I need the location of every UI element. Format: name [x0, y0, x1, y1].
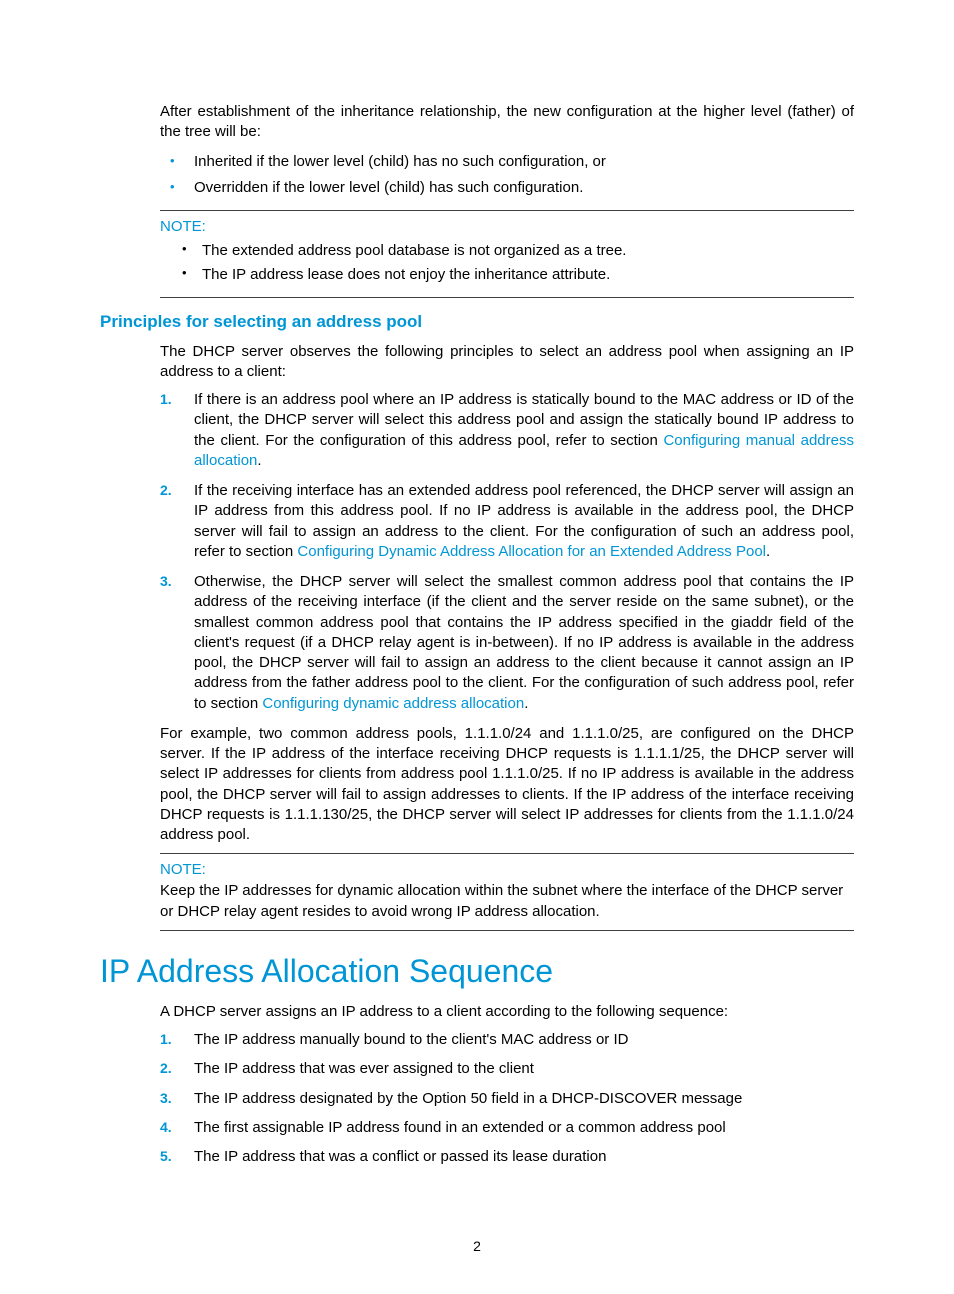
list-text-post: . [257, 452, 261, 469]
list-text-pre: Otherwise, the DHCP server will select t… [194, 573, 854, 712]
sequence-list: 1. The IP address manually bound to the … [160, 1030, 854, 1167]
list-item: 3. The IP address designated by the Opti… [160, 1089, 854, 1109]
note-box: NOTE: The extended address pool database… [160, 210, 854, 298]
list-number: 5. [160, 1147, 172, 1166]
principles-list: 1. If there is an address pool where an … [160, 390, 854, 714]
list-item: The IP address lease does not enjoy the … [180, 263, 854, 287]
page-number: 2 [0, 1238, 954, 1254]
list-item: 4. The first assignable IP address found… [160, 1118, 854, 1138]
note-box: NOTE: Keep the IP addresses for dynamic … [160, 853, 854, 931]
list-text: The IP address that was ever assigned to… [194, 1060, 534, 1077]
note-label: NOTE: [160, 861, 854, 878]
list-item: Inherited if the lower level (child) has… [160, 151, 854, 174]
list-item: 1. If there is an address pool where an … [160, 390, 854, 471]
list-item: 2. The IP address that was ever assigned… [160, 1059, 854, 1079]
note-label: NOTE: [160, 218, 854, 235]
link-extended-pool[interactable]: Configuring Dynamic Address Allocation f… [297, 543, 766, 560]
list-number: 2. [160, 481, 172, 500]
heading-sequence: IP Address Allocation Sequence [100, 953, 854, 990]
list-item: 3. Otherwise, the DHCP server will selec… [160, 572, 854, 714]
list-item: 2. If the receiving interface has an ext… [160, 481, 854, 562]
principles-intro: The DHCP server observes the following p… [160, 342, 854, 383]
list-text: The first assignable IP address found in… [194, 1119, 726, 1136]
list-number: 1. [160, 390, 172, 409]
page: After establishment of the inheritance r… [0, 0, 954, 1294]
intro-bullet-list: Inherited if the lower level (child) has… [160, 151, 854, 200]
list-number: 3. [160, 572, 172, 591]
list-item: The extended address pool database is no… [180, 239, 854, 263]
list-number: 2. [160, 1059, 172, 1078]
list-number: 4. [160, 1118, 172, 1137]
list-text: The IP address manually bound to the cli… [194, 1031, 628, 1048]
heading-principles: Principles for selecting an address pool [100, 312, 854, 332]
intro-paragraph: After establishment of the inheritance r… [160, 102, 854, 143]
link-dynamic-allocation[interactable]: Configuring dynamic address allocation [262, 695, 524, 712]
sequence-intro: A DHCP server assigns an IP address to a… [160, 1002, 854, 1022]
list-item: 5. The IP address that was a conflict or… [160, 1147, 854, 1167]
note-body: Keep the IP addresses for dynamic alloca… [160, 881, 854, 922]
note-bullet-list: The extended address pool database is no… [180, 239, 854, 287]
list-item: Overridden if the lower level (child) ha… [160, 177, 854, 200]
list-number: 3. [160, 1089, 172, 1108]
list-number: 1. [160, 1030, 172, 1049]
list-text: The IP address that was a conflict or pa… [194, 1148, 606, 1165]
example-paragraph: For example, two common address pools, 1… [160, 724, 854, 846]
list-text-post: . [766, 543, 770, 560]
list-text-post: . [524, 695, 528, 712]
list-item: 1. The IP address manually bound to the … [160, 1030, 854, 1050]
list-text: The IP address designated by the Option … [194, 1090, 742, 1107]
